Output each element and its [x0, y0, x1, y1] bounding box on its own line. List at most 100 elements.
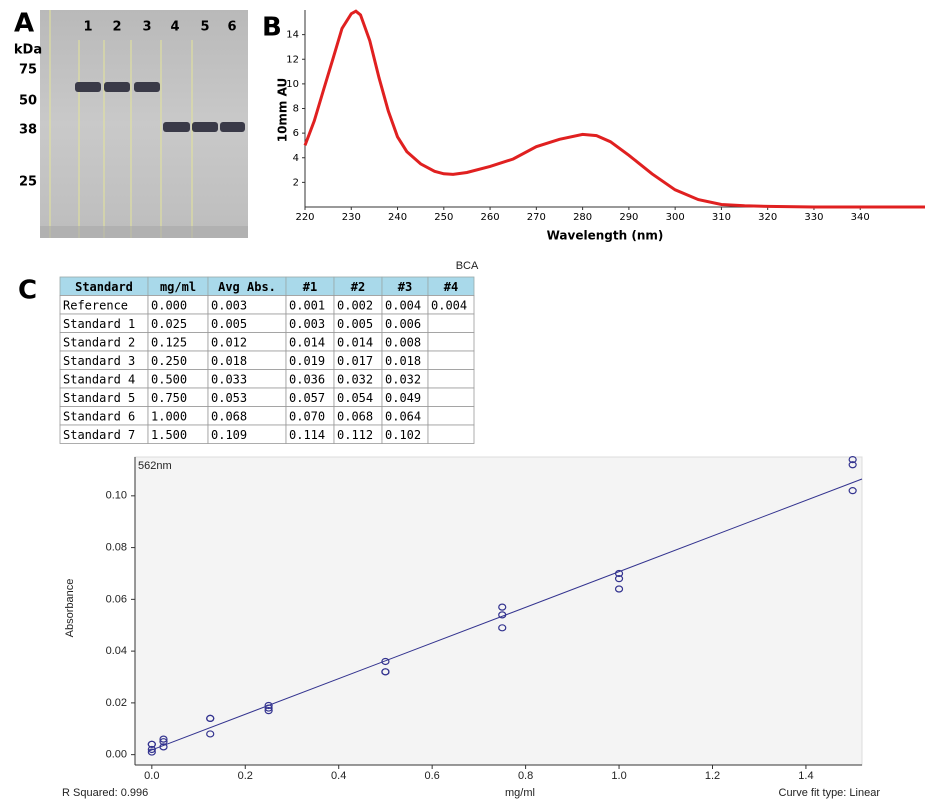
cell-text: 0.005 — [211, 317, 247, 331]
data-point — [206, 714, 215, 723]
cell-text: 0.114 — [289, 428, 325, 442]
cell-text: 0.033 — [211, 372, 247, 386]
cell-text: 0.004 — [385, 298, 421, 312]
cell-text: 0.112 — [337, 428, 373, 442]
header-text: Avg Abs. — [218, 280, 276, 294]
gel-image — [40, 10, 248, 238]
cell-text: 0.036 — [289, 372, 325, 386]
header-text: mg/ml — [160, 280, 196, 294]
data-point — [206, 730, 215, 738]
cell-text: 0.018 — [385, 354, 421, 368]
x-tick-label: 300 — [666, 212, 685, 223]
data-point — [381, 668, 390, 676]
cell-text: Standard 1 — [63, 317, 135, 331]
y-tick-label: 6 — [293, 128, 299, 139]
x-tick-label: 280 — [573, 212, 592, 223]
table-cell — [427, 406, 475, 426]
cell-text: 0.750 — [151, 391, 187, 405]
cell-text: 0.004 — [431, 298, 467, 312]
cell-text: 0.032 — [385, 372, 421, 386]
header-text: #3 — [398, 280, 412, 294]
cell-text: 0.054 — [337, 391, 373, 405]
x-tick-label: 330 — [804, 212, 823, 223]
marker-label: 50 — [19, 94, 37, 109]
x-tick-label: 290 — [619, 212, 638, 223]
data-point — [147, 740, 156, 748]
table-cell — [427, 387, 475, 407]
lane-label: 1 — [83, 20, 92, 35]
panel-label: A — [14, 9, 34, 39]
cell-text: 0.018 — [211, 354, 247, 368]
data-point — [498, 603, 507, 611]
data-point — [498, 624, 507, 632]
x-tick-label: 1.4 — [798, 770, 813, 782]
cell-text: 0.002 — [337, 298, 373, 312]
y-tick-label: 0.04 — [106, 645, 127, 657]
x-tick-label: 0.4 — [331, 770, 346, 782]
header-text: #2 — [351, 280, 365, 294]
y-axis-title: Absorbance — [64, 579, 76, 638]
x-tick-label: 1.2 — [705, 770, 720, 782]
data-point — [264, 707, 273, 715]
table-title: BCA — [456, 260, 479, 272]
y-tick-label: 0.02 — [106, 697, 127, 709]
y-tick-label: 0.10 — [106, 490, 127, 502]
x-tick-label: 0.0 — [144, 770, 159, 782]
y-tick-label: 10 — [286, 79, 299, 90]
data-point — [848, 455, 857, 464]
marker-label: 25 — [19, 175, 37, 190]
x-axis-title: mg/ml — [505, 787, 535, 799]
cell-text: 0.102 — [385, 428, 421, 442]
cell-text: 0.014 — [289, 335, 325, 349]
cell-text: Standard 7 — [63, 428, 135, 442]
spectrum-line — [303, 9, 925, 209]
cell-text: 0.250 — [151, 354, 187, 368]
plot-clip — [303, 9, 925, 209]
cell-text: 0.006 — [385, 317, 421, 331]
cell-text: 0.032 — [337, 372, 373, 386]
marker-label: 38 — [19, 123, 37, 138]
cell-text: 0.014 — [337, 335, 373, 349]
cell-text: 0.005 — [337, 317, 373, 331]
y-axis-title: 10mm AU — [276, 78, 290, 143]
cell-text: Standard 6 — [63, 409, 135, 423]
gel-unit: kDa — [14, 43, 42, 58]
x-tick-label: 260 — [481, 212, 500, 223]
y-tick-label: 12 — [286, 54, 299, 65]
panel-label: C — [18, 276, 37, 306]
lane-label: 3 — [142, 20, 151, 35]
cell-text: 0.064 — [385, 409, 421, 423]
cell-text: 0.001 — [289, 298, 325, 312]
table-cell — [427, 332, 475, 352]
cell-text: 0.025 — [151, 317, 187, 331]
x-tick-label: 310 — [712, 212, 731, 223]
y-tick-label: 8 — [293, 104, 299, 115]
y-tick-label: 2 — [293, 177, 299, 188]
x-tick-label: 0.8 — [518, 770, 533, 782]
cell-text: 0.068 — [211, 409, 247, 423]
data-point — [381, 657, 390, 666]
cell-text: Standard 5 — [63, 391, 135, 405]
cell-text: 0.125 — [151, 335, 187, 349]
cell-text: Standard 2 — [63, 335, 135, 349]
cell-text: Standard 3 — [63, 354, 135, 368]
header-text: #4 — [444, 280, 458, 294]
data-point — [848, 487, 857, 495]
x-tick-label: 340 — [851, 212, 870, 223]
x-tick-label: 270 — [527, 212, 546, 223]
cell-text: 0.008 — [385, 335, 421, 349]
lane-label: 5 — [200, 20, 209, 35]
cell-text: Standard 4 — [63, 372, 135, 386]
table-cell — [427, 369, 475, 389]
cell-text: Reference — [63, 298, 128, 312]
y-tick-label: 4 — [293, 153, 299, 164]
x-tick-label: 0.6 — [425, 770, 440, 782]
data-point — [147, 748, 156, 756]
data-point — [614, 569, 624, 578]
plot-area — [134, 456, 863, 766]
lane-label: 4 — [170, 20, 179, 35]
x-tick-label: 1.0 — [611, 770, 626, 782]
series-label: 562nm — [138, 460, 172, 472]
cell-text: 0.003 — [289, 317, 325, 331]
y-tick-label: 0.08 — [106, 541, 127, 553]
